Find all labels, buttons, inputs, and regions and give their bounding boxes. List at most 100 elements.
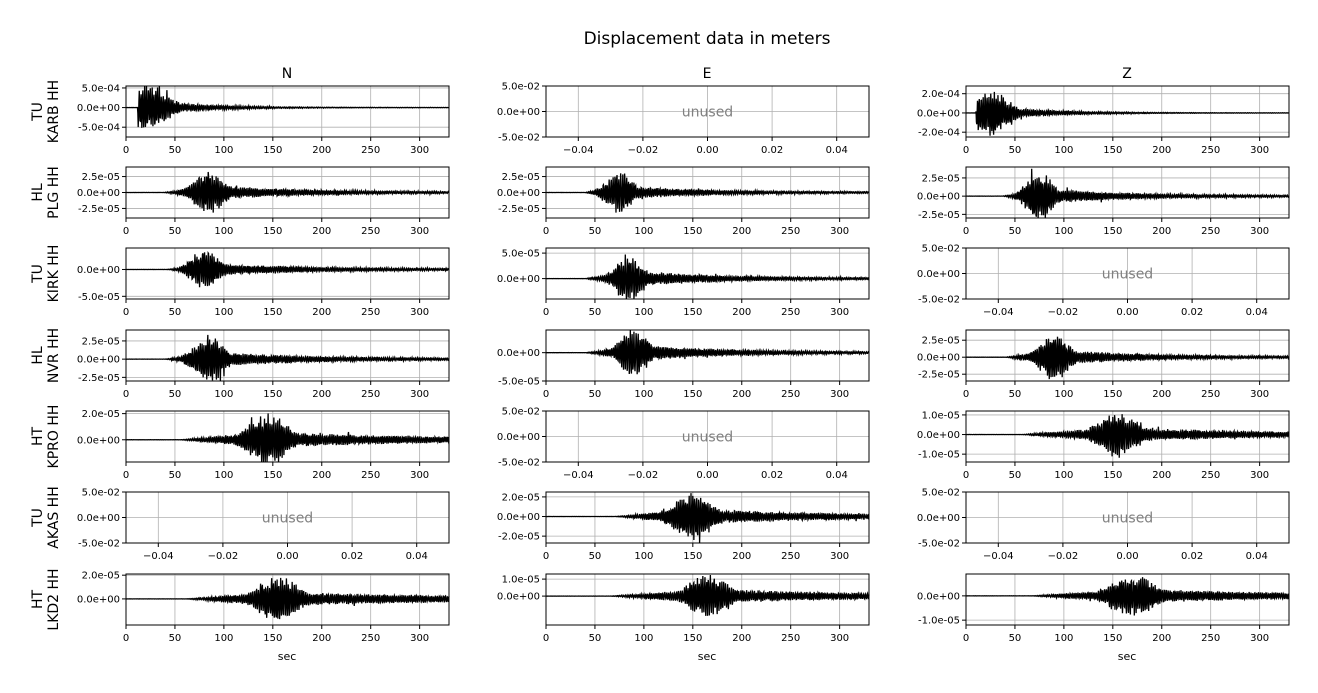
x-tick-label: 0 bbox=[963, 145, 969, 156]
x-tick-label: 0.02 bbox=[341, 551, 363, 562]
x-tick-label: 250 bbox=[1201, 226, 1220, 237]
x-tick-label: 300 bbox=[830, 551, 849, 562]
x-tick-label: 0 bbox=[123, 226, 129, 237]
y-tick-label: 5.0e-02 bbox=[502, 407, 540, 418]
row-label-hl-nvr-hh: HL NVR HH bbox=[30, 328, 62, 383]
x-tick-label: 0.04 bbox=[826, 145, 848, 156]
y-tick-label: -5.0e-02 bbox=[918, 539, 960, 550]
x-tick-label: 200 bbox=[732, 389, 751, 400]
x-tick-label: 50 bbox=[1009, 145, 1022, 156]
x-axis-label-n: sec bbox=[278, 650, 297, 663]
waveform-trace bbox=[965, 91, 1290, 136]
x-tick-label: 0 bbox=[963, 389, 969, 400]
waveform-trace bbox=[125, 171, 450, 213]
y-tick-label: -2.5e-05 bbox=[78, 204, 120, 215]
x-tick-label: 250 bbox=[1201, 470, 1220, 481]
y-tick-label: 0.0e+00 bbox=[497, 512, 540, 523]
axes-frame bbox=[965, 329, 1290, 382]
x-tick-label: 0 bbox=[543, 389, 549, 400]
waveform-trace bbox=[545, 330, 870, 375]
y-tick-label: 2.5e-05 bbox=[502, 172, 540, 183]
panel-tu-karb-hh-n: 0 50 100 150 200 250 300 5.0e-04 0.0e+00 -5.0e-04 bbox=[77, 83, 450, 156]
x-tick-label: 250 bbox=[781, 633, 800, 644]
axes-frame bbox=[965, 573, 1290, 626]
x-tick-label: 300 bbox=[1250, 633, 1269, 644]
x-tick-label: 250 bbox=[361, 307, 380, 318]
y-tick-label: 0.0e+00 bbox=[497, 274, 540, 285]
x-tick-label: 0 bbox=[963, 470, 969, 481]
x-tick-label: 250 bbox=[361, 389, 380, 400]
x-tick-label: 100 bbox=[634, 307, 653, 318]
axes-frame bbox=[125, 85, 450, 138]
axes-frame bbox=[965, 166, 1290, 219]
unused-label: unused bbox=[682, 430, 733, 446]
x-tick-label: 200 bbox=[312, 307, 331, 318]
unused-label: unused bbox=[682, 105, 733, 121]
panel-tu-akas-hh-e: 0 50 100 150 200 250 300 2.0e-05 0.0e+00 -2.0e-05 bbox=[497, 491, 870, 562]
x-tick-label: 50 bbox=[589, 389, 602, 400]
y-tick-label: 5.0e-05 bbox=[502, 249, 540, 260]
waveform-trace bbox=[125, 413, 450, 462]
x-tick-label: 150 bbox=[1103, 145, 1122, 156]
axes-frame bbox=[545, 573, 870, 626]
panel-tu-karb-hh-e: unused −0.04 −0.02 0.00 0.02 0.04 5.0e-02 0.0e+… bbox=[497, 82, 870, 156]
x-tick-label: 0.00 bbox=[1116, 307, 1138, 318]
panel-tu-akas-hh-z: unused −0.04 −0.02 0.00 0.02 0.04 5.0e-02 0.0e+… bbox=[917, 488, 1290, 562]
panel-tu-kirk-hh-n: 0 50 100 150 200 250 300 0.0e+00 -5.0e-05 bbox=[77, 247, 450, 318]
unused-label: unused bbox=[1102, 267, 1153, 283]
x-tick-label: 100 bbox=[1054, 389, 1073, 400]
x-tick-label: 150 bbox=[683, 551, 702, 562]
waveform-trace bbox=[965, 414, 1290, 458]
x-tick-label: 0.00 bbox=[276, 551, 298, 562]
x-tick-label: 0.04 bbox=[1246, 551, 1268, 562]
x-tick-label: 300 bbox=[410, 633, 429, 644]
row-label-station: LKD2 HH bbox=[46, 568, 62, 630]
x-tick-label: −0.04 bbox=[143, 551, 174, 562]
column-title-z: Z bbox=[1122, 66, 1132, 82]
x-tick-label: 100 bbox=[214, 470, 233, 481]
y-tick-label: 0.0e+00 bbox=[917, 353, 960, 364]
y-tick-label: 1.0e-05 bbox=[502, 575, 540, 586]
x-tick-label: 0.04 bbox=[406, 551, 428, 562]
x-tick-label: 150 bbox=[1103, 389, 1122, 400]
panel-hl-nvr-hh-z: 0 50 100 150 200 250 300 2.5e-05 0.0e+00 -2.5e-05 bbox=[917, 329, 1290, 400]
y-tick-label: -5.0e-05 bbox=[78, 292, 120, 303]
x-tick-label: 300 bbox=[1250, 226, 1269, 237]
column-title-n: N bbox=[282, 66, 292, 82]
x-tick-label: 250 bbox=[781, 551, 800, 562]
x-tick-label: 0.00 bbox=[1116, 551, 1138, 562]
row-label-station: AKAS HH bbox=[46, 486, 62, 548]
x-tick-label: 150 bbox=[683, 389, 702, 400]
x-tick-label: 150 bbox=[263, 226, 282, 237]
x-tick-label: 150 bbox=[683, 633, 702, 644]
x-tick-label: 300 bbox=[830, 389, 849, 400]
waveform-trace bbox=[545, 575, 870, 616]
y-tick-label: 0.0e+00 bbox=[497, 592, 540, 603]
waveform-trace bbox=[545, 493, 870, 543]
x-tick-label: 150 bbox=[263, 145, 282, 156]
x-tick-label: 250 bbox=[361, 145, 380, 156]
y-tick-label: -2.0e-04 bbox=[918, 128, 960, 139]
x-tick-label: 50 bbox=[169, 307, 182, 318]
x-tick-label: 300 bbox=[410, 470, 429, 481]
y-tick-label: 0.0e+00 bbox=[77, 513, 120, 524]
row-label-network: TU bbox=[30, 508, 46, 528]
x-tick-label: 200 bbox=[1152, 145, 1171, 156]
waveform-trace bbox=[125, 577, 450, 620]
panel-hl-plg-hh-n: 0 50 100 150 200 250 300 2.5e-05 0.0e+00 -2.5e-05 bbox=[77, 166, 450, 237]
y-tick-label: 0.0e+00 bbox=[917, 430, 960, 441]
row-label-ht-lkd2-hh: HT LKD2 HH bbox=[30, 568, 62, 630]
axes-frame bbox=[125, 573, 450, 626]
x-tick-label: 100 bbox=[214, 389, 233, 400]
x-tick-label: −0.04 bbox=[563, 145, 594, 156]
panel-hl-plg-hh-e: 0 50 100 150 200 250 300 2.5e-05 0.0e+00 -2.5e-05 bbox=[497, 166, 870, 237]
row-label-network: TU bbox=[30, 264, 46, 284]
x-tick-label: 50 bbox=[589, 633, 602, 644]
axes-frame bbox=[545, 247, 870, 300]
x-tick-label: −0.04 bbox=[983, 307, 1014, 318]
axes-frame bbox=[965, 410, 1290, 463]
x-tick-label: 100 bbox=[1054, 470, 1073, 481]
y-tick-label: 0.0e+00 bbox=[77, 265, 120, 276]
x-tick-label: 50 bbox=[169, 226, 182, 237]
